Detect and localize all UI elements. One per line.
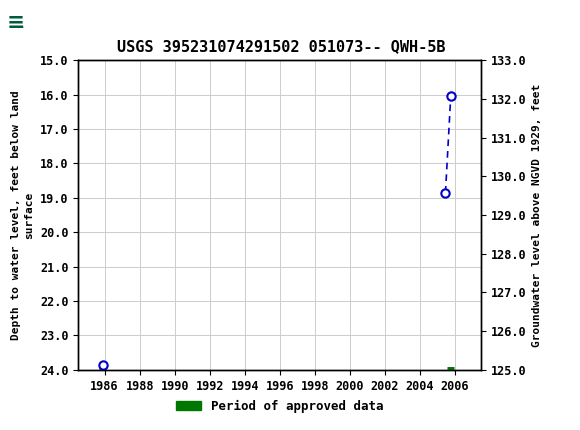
Y-axis label: Groundwater level above NGVD 1929, feet: Groundwater level above NGVD 1929, feet xyxy=(532,83,542,347)
Y-axis label: Depth to water level, feet below land
surface: Depth to water level, feet below land su… xyxy=(12,90,35,340)
Bar xyxy=(5,3,60,42)
Text: USGS 395231074291502 051073-- QWH-5B: USGS 395231074291502 051073-- QWH-5B xyxy=(117,39,445,54)
Legend: Period of approved data: Period of approved data xyxy=(171,395,389,418)
Text: USGS: USGS xyxy=(20,14,75,31)
Text: ≡: ≡ xyxy=(7,12,26,33)
